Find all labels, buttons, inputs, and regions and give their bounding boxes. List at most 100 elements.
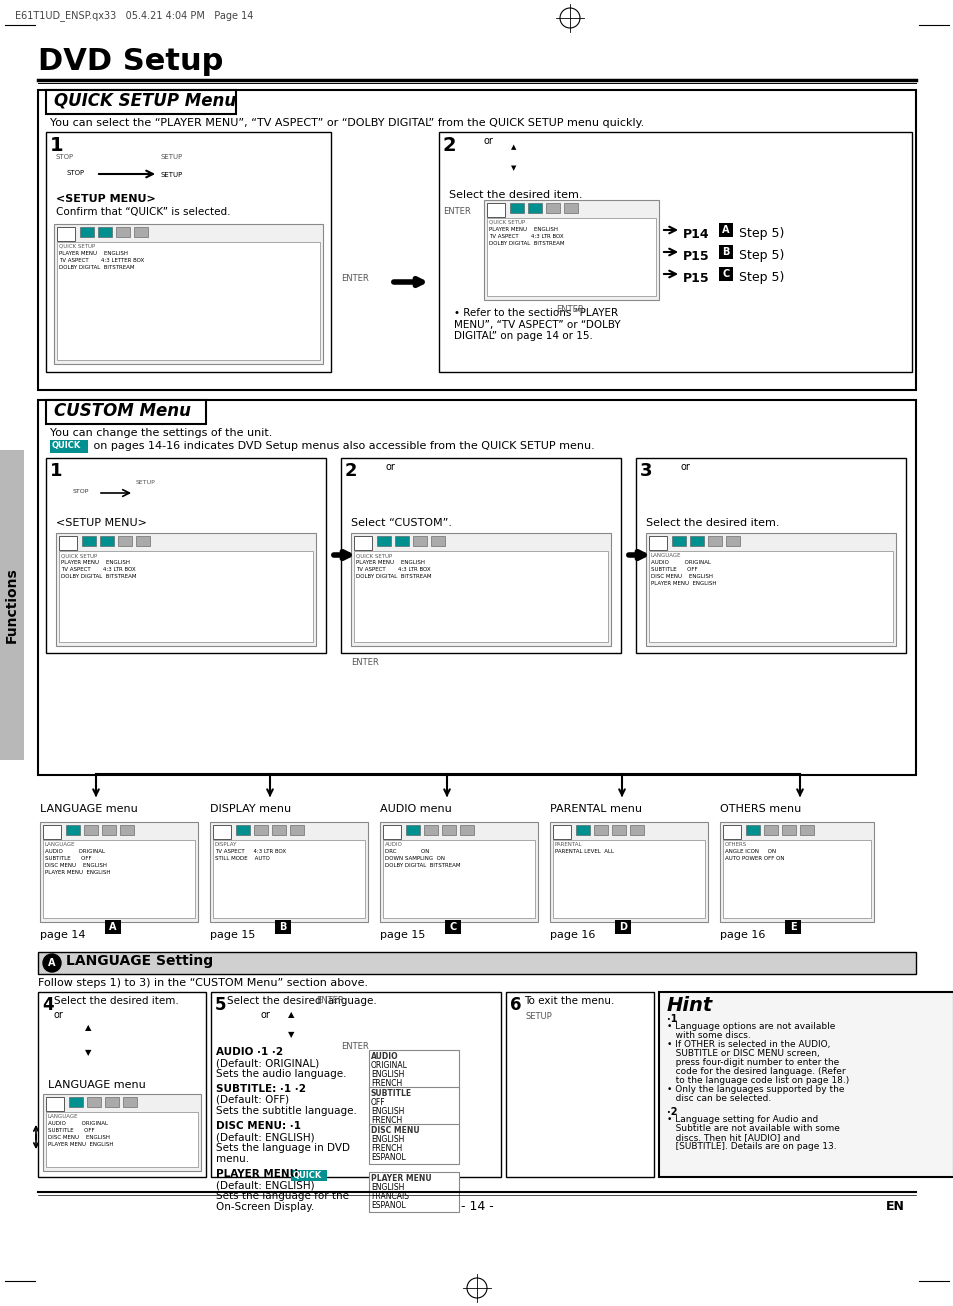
Bar — [123, 1097, 137, 1107]
Text: ENTER: ENTER — [340, 1042, 369, 1051]
Text: P14: P14 — [682, 227, 709, 240]
Text: DISC MENU: ⋅1: DISC MENU: ⋅1 — [215, 1121, 301, 1131]
Bar — [290, 825, 304, 835]
Text: ENTER: ENTER — [556, 306, 583, 313]
Bar — [784, 919, 801, 934]
Text: QUICK: QUICK — [52, 441, 81, 451]
Text: • If OTHER is selected in the AUDIO,: • If OTHER is selected in the AUDIO, — [666, 1040, 829, 1049]
Bar — [43, 1094, 201, 1171]
Ellipse shape — [77, 1017, 99, 1036]
Bar — [648, 551, 892, 643]
Text: LANGUAGE: LANGUAGE — [45, 842, 75, 848]
Ellipse shape — [66, 482, 96, 504]
Bar — [69, 1097, 83, 1107]
Text: D: D — [618, 922, 626, 932]
Text: <SETUP MENU>: <SETUP MENU> — [56, 195, 155, 204]
Text: ⋅2: ⋅2 — [666, 1107, 677, 1117]
Bar — [272, 825, 286, 835]
Text: CUSTOM Menu: CUSTOM Menu — [54, 402, 191, 421]
Text: QUICK SETUP: QUICK SETUP — [489, 219, 525, 225]
Bar — [87, 1097, 101, 1107]
Bar — [719, 266, 732, 281]
Bar — [719, 223, 732, 236]
Text: ▲: ▲ — [288, 1010, 294, 1019]
Bar — [645, 533, 895, 646]
Text: Select the desired item.: Select the desired item. — [449, 189, 582, 200]
Ellipse shape — [367, 663, 395, 686]
Text: DISPLAY menu: DISPLAY menu — [210, 804, 291, 814]
Bar — [725, 535, 740, 546]
Text: STOP: STOP — [67, 170, 85, 176]
Text: C: C — [721, 269, 729, 279]
Bar — [441, 825, 456, 835]
Text: A: A — [110, 922, 116, 932]
Text: ▼: ▼ — [288, 1030, 294, 1040]
Text: DISC MENU: DISC MENU — [371, 1126, 419, 1135]
Text: [SUBTITLE]. Details are on page 13.: [SUBTITLE]. Details are on page 13. — [666, 1141, 836, 1151]
Text: • Only the languages supported by the: • Only the languages supported by the — [666, 1085, 843, 1094]
Text: To exit the menu.: To exit the menu. — [523, 996, 614, 1006]
Bar — [57, 242, 319, 360]
Bar — [136, 535, 150, 546]
Text: TV ASPECT       4:3 LTR BOX: TV ASPECT 4:3 LTR BOX — [61, 567, 135, 572]
Text: SUBTITLE      OFF: SUBTITLE OFF — [45, 855, 91, 861]
Text: SUBTITLE or DISC MENU screen,: SUBTITLE or DISC MENU screen, — [666, 1049, 819, 1058]
Bar — [431, 535, 444, 546]
Bar — [118, 535, 132, 546]
Text: Hint: Hint — [666, 996, 713, 1015]
Bar — [689, 535, 703, 546]
Bar — [369, 1171, 458, 1212]
Bar — [636, 458, 905, 653]
Text: ENGLISH: ENGLISH — [371, 1135, 404, 1144]
Text: or: or — [483, 136, 494, 146]
Bar — [40, 821, 198, 922]
Text: ▼: ▼ — [511, 165, 517, 171]
Bar — [722, 840, 870, 918]
Text: 3: 3 — [639, 462, 652, 481]
Text: - 14 -: - 14 - — [460, 1200, 493, 1213]
Text: Select the desired item.: Select the desired item. — [645, 518, 779, 528]
Text: TV ASPECT     4:3 LTR BOX: TV ASPECT 4:3 LTR BOX — [214, 849, 286, 854]
Text: ▲: ▲ — [511, 144, 517, 150]
Text: AUDIO         ORIGINAL: AUDIO ORIGINAL — [45, 849, 105, 854]
Bar — [369, 1050, 458, 1091]
Bar — [444, 919, 460, 934]
Bar — [291, 1170, 327, 1181]
Text: DOLBY DIGITAL  BITSTREAM: DOLBY DIGITAL BITSTREAM — [59, 265, 134, 270]
Bar — [38, 400, 915, 774]
Bar — [648, 535, 666, 550]
Text: PLAYER MENU    ENGLISH: PLAYER MENU ENGLISH — [59, 251, 128, 256]
Bar — [612, 825, 625, 835]
Text: 1: 1 — [50, 136, 64, 155]
Text: 6: 6 — [510, 996, 521, 1013]
Text: You can change the settings of the unit.: You can change the settings of the unit. — [50, 428, 273, 438]
Bar — [629, 825, 643, 835]
Ellipse shape — [504, 138, 522, 155]
Text: ENTER: ENTER — [351, 658, 378, 667]
Text: LANGUAGE: LANGUAGE — [48, 1114, 78, 1119]
Bar — [340, 458, 620, 653]
Ellipse shape — [136, 482, 166, 504]
Text: You can select the “PLAYER MENU”, “TV ASPECT” or “DOLBY DIGITAL” from the QUICK : You can select the “PLAYER MENU”, “TV AS… — [50, 118, 643, 128]
Text: Sets the language for the: Sets the language for the — [215, 1191, 349, 1202]
Text: PLAYER MENU:: PLAYER MENU: — [215, 1169, 306, 1179]
Text: DOWN SAMPLING  ON: DOWN SAMPLING ON — [385, 855, 444, 861]
Bar — [84, 825, 98, 835]
Bar — [486, 202, 504, 217]
Bar — [376, 535, 391, 546]
Text: P15: P15 — [682, 249, 709, 263]
Text: A: A — [49, 959, 55, 968]
Bar — [213, 825, 231, 838]
Text: Step 5): Step 5) — [734, 227, 783, 240]
Bar — [483, 200, 659, 300]
Text: A: A — [721, 225, 729, 235]
Text: TV ASPECT       4:3 LETTER BOX: TV ASPECT 4:3 LETTER BOX — [59, 259, 144, 263]
Text: ▲: ▲ — [85, 1023, 91, 1032]
Bar — [43, 825, 61, 838]
Text: OFF: OFF — [371, 1098, 385, 1107]
Bar — [406, 825, 419, 835]
Text: page 14: page 14 — [40, 930, 86, 940]
Text: <SETUP MENU>: <SETUP MENU> — [56, 518, 147, 528]
Bar — [57, 227, 75, 242]
Bar — [210, 821, 368, 922]
